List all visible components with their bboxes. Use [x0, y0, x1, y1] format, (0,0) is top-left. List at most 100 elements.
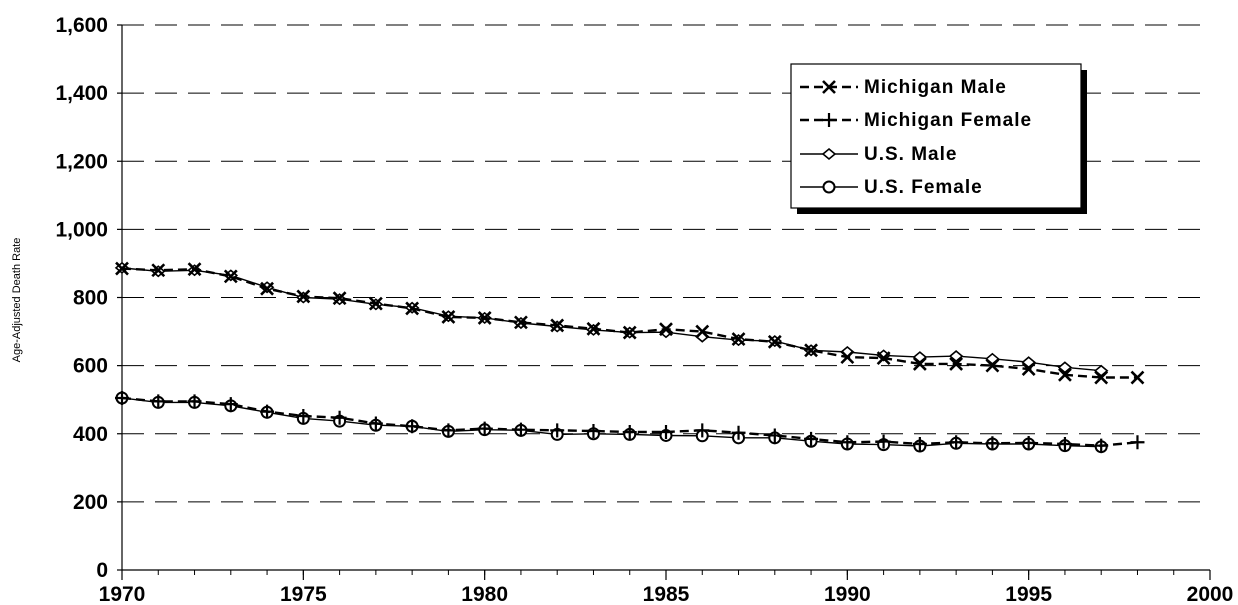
point-marker-x: [586, 321, 601, 336]
point-marker-plus: [1094, 438, 1109, 453]
point-marker-x: [912, 357, 927, 371]
series-michigan-female: [115, 390, 1145, 453]
legend-item: Michigan Female: [800, 110, 1032, 131]
point-marker-x: [731, 332, 746, 346]
x-tick-label: 1970: [99, 583, 146, 605]
point-marker-plus: [804, 431, 819, 446]
point-marker-x: [405, 301, 420, 316]
y-axis-label: Age-Adjusted Death Rate: [11, 238, 23, 363]
y-tick-label: 400: [73, 423, 108, 446]
point-marker-plus: [985, 436, 1000, 451]
point-marker-plus: [659, 425, 673, 440]
point-marker-x: [115, 261, 129, 276]
point-marker-diamond: [1057, 361, 1073, 374]
y-tick-label: 600: [73, 355, 108, 378]
x-tick-label: 1990: [824, 583, 871, 605]
legend-item: Michigan Male: [800, 77, 1007, 98]
point-marker-x: [332, 291, 347, 306]
point-marker-plus: [260, 404, 275, 419]
point-marker-x: [804, 343, 818, 358]
x-tick-label: 1995: [1005, 583, 1052, 605]
point-marker-plus: [731, 425, 746, 440]
point-marker-x: [151, 263, 166, 278]
legend: Michigan Male Michigan Female U.S. Male U.S…: [790, 63, 1087, 214]
y-tick-label: 1,200: [55, 150, 108, 173]
point-marker-plus: [223, 397, 238, 412]
point-marker-plus: [187, 394, 202, 409]
legend-label: Michigan Male: [864, 77, 1007, 98]
point-marker-x: [514, 315, 528, 330]
point-marker-plus: [151, 394, 166, 409]
point-marker-x: [767, 334, 782, 349]
point-marker-x: [187, 262, 202, 277]
point-marker-x: [296, 289, 311, 304]
point-marker-x: [1058, 367, 1072, 382]
point-marker-plus: [441, 423, 456, 438]
series-line: [121, 267, 1138, 379]
point-marker-plus: [1057, 436, 1072, 451]
y-ticks: 0 200 400 600 800 1,000 1,200 1,400 1,600: [55, 14, 122, 582]
point-marker-plus: [477, 421, 492, 436]
y-tick-label: 200: [73, 491, 108, 514]
point-marker-circle: [822, 180, 836, 194]
x-ticks: 1970 1975 1980 1985 1990 1995 2000: [99, 570, 1234, 605]
y-tick-label: 1,400: [55, 82, 108, 105]
point-marker-plus: [1021, 435, 1036, 450]
legend-item: U.S. Female: [800, 177, 983, 198]
point-marker-x: [441, 309, 456, 324]
series: [114, 261, 1145, 454]
point-marker-plus: [695, 423, 710, 438]
point-marker-x: [368, 296, 383, 311]
point-marker-diamond: [821, 147, 837, 161]
x-tick-label: 1975: [280, 583, 327, 605]
point-marker-plus: [949, 435, 964, 450]
x-tick-label: 1985: [643, 583, 690, 605]
point-marker-x: [622, 325, 637, 340]
point-marker-x: [985, 358, 1000, 373]
point-marker-plus: [115, 390, 129, 405]
point-marker-plus: [296, 409, 311, 424]
point-marker-x: [659, 322, 673, 337]
point-marker-x: [876, 351, 891, 366]
point-marker-plus: [405, 419, 420, 434]
x-tick-label: 1980: [461, 583, 508, 605]
point-marker-plus: [550, 423, 565, 438]
point-marker-plus: [368, 416, 383, 431]
y-tick-label: 1,600: [55, 14, 108, 37]
legend-label: U.S. Female: [864, 177, 983, 198]
legend-label: U.S. Male: [864, 144, 957, 165]
y-tick-label: 0: [96, 559, 108, 582]
point-marker-plus: [822, 113, 836, 127]
series-line: [121, 397, 1102, 448]
legend-box: [790, 63, 1082, 209]
point-marker-x: [949, 357, 964, 371]
point-marker-x: [1094, 370, 1109, 385]
point-marker-diamond: [948, 350, 964, 363]
point-marker-x: [822, 80, 836, 94]
y-tick-label: 800: [73, 287, 108, 310]
point-marker-plus: [912, 436, 927, 451]
y-tick-label: 1,000: [55, 218, 108, 241]
x-tick-label: 2000: [1187, 583, 1234, 605]
point-marker-x: [223, 269, 238, 284]
point-marker-x: [260, 281, 274, 296]
point-marker-x: [1021, 362, 1036, 376]
series-u-s-male: [114, 261, 1109, 377]
point-marker-x: [477, 311, 492, 325]
point-marker-plus: [767, 428, 782, 443]
point-marker-plus: [513, 422, 528, 437]
point-marker-x: [550, 318, 565, 333]
point-marker-plus: [1130, 435, 1145, 450]
legend-item: U.S. Male: [800, 144, 957, 165]
point-marker-plus: [622, 425, 637, 440]
point-marker-plus: [586, 424, 601, 439]
point-marker-x: [840, 350, 855, 365]
point-marker-plus: [840, 435, 855, 450]
point-marker-x: [695, 324, 710, 339]
legend-label: Michigan Female: [864, 110, 1032, 131]
point-marker-x: [1130, 370, 1145, 385]
point-marker-plus: [876, 434, 891, 449]
point-marker-plus: [332, 410, 347, 425]
series-michigan-male: [115, 261, 1145, 385]
